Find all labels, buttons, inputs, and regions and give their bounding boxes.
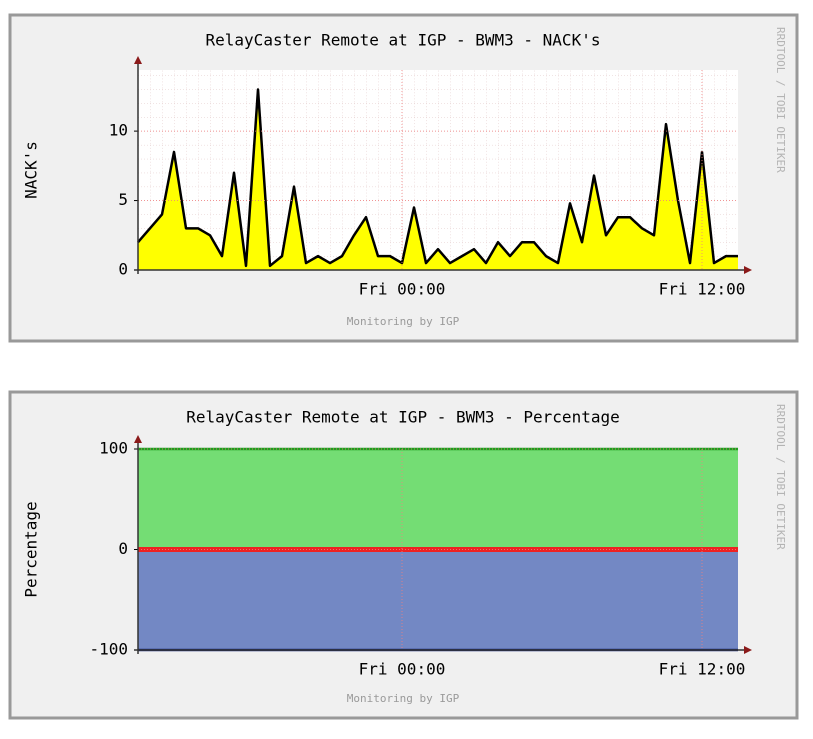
footer: Monitoring by IGP [347,692,460,705]
x-arrow [744,266,752,274]
y-arrow [134,435,142,443]
chart-title: RelayCaster Remote at IGP - BWM3 - NACK'… [206,31,601,50]
x-tick-label: Fri 00:00 [359,660,446,679]
y-tick-label: 10 [109,121,128,140]
area-outline [137,88,738,268]
y-tick-label: 100 [99,439,128,458]
side-text: RRDTOOL / TOBI OETIKER [774,404,787,550]
area [138,449,738,550]
y-tick-label: 0 [118,260,128,279]
chart-title: RelayCaster Remote at IGP - BWM3 - Perce… [186,408,619,427]
side-text: RRDTOOL / TOBI OETIKER [774,27,787,173]
x-tick-label: Fri 00:00 [359,280,446,299]
footer: Monitoring by IGP [347,315,460,328]
y-axis-label: NACK's [22,141,41,199]
area [138,549,738,650]
x-tick-label: Fri 12:00 [659,280,746,299]
y-axis-label: Percentage [22,501,41,597]
y-tick-label: -100 [89,640,128,659]
x-arrow [744,646,752,654]
y-tick-label: 0 [118,539,128,558]
y-arrow [134,56,142,64]
y-tick-label: 5 [118,190,128,209]
x-tick-label: Fri 12:00 [659,660,746,679]
